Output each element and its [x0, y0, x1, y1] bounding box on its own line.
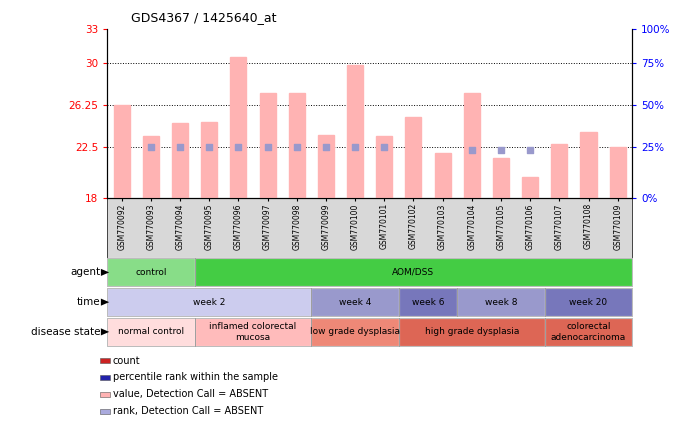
- Text: high grade dysplasia: high grade dysplasia: [424, 327, 519, 337]
- Point: [262, 143, 273, 151]
- Text: agent: agent: [70, 267, 100, 278]
- Text: time: time: [77, 297, 100, 307]
- Bar: [493, 158, 509, 198]
- Text: percentile rank within the sample: percentile rank within the sample: [113, 373, 278, 382]
- Point: [524, 147, 536, 154]
- Bar: [143, 136, 159, 198]
- Text: normal control: normal control: [117, 327, 184, 337]
- Text: AOM/DSS: AOM/DSS: [392, 268, 435, 277]
- Bar: [318, 135, 334, 198]
- Bar: [201, 122, 217, 198]
- Bar: [609, 147, 625, 198]
- Bar: [551, 143, 567, 198]
- Text: rank, Detection Call = ABSENT: rank, Detection Call = ABSENT: [113, 406, 263, 416]
- Text: colorectal
adenocarcinoma: colorectal adenocarcinoma: [551, 322, 626, 341]
- Text: inflamed colorectal
mucosa: inflamed colorectal mucosa: [209, 322, 296, 341]
- Text: week 20: week 20: [569, 297, 607, 307]
- Text: count: count: [113, 356, 140, 365]
- Point: [233, 143, 244, 151]
- Text: low grade dysplasia: low grade dysplasia: [310, 327, 400, 337]
- Bar: [289, 93, 305, 198]
- Point: [321, 143, 332, 151]
- Text: week 8: week 8: [484, 297, 518, 307]
- Bar: [464, 93, 480, 198]
- Bar: [172, 123, 188, 198]
- Bar: [260, 93, 276, 198]
- Point: [291, 143, 302, 151]
- Text: week 6: week 6: [412, 297, 444, 307]
- Text: week 2: week 2: [193, 297, 225, 307]
- Bar: [435, 153, 451, 198]
- Text: week 4: week 4: [339, 297, 371, 307]
- Point: [495, 147, 507, 154]
- Point: [145, 143, 156, 151]
- Point: [175, 143, 186, 151]
- Bar: [230, 57, 247, 198]
- Text: disease state: disease state: [30, 327, 100, 337]
- Text: control: control: [135, 268, 167, 277]
- Bar: [580, 132, 596, 198]
- Point: [204, 143, 215, 151]
- Text: value, Detection Call = ABSENT: value, Detection Call = ABSENT: [113, 389, 267, 399]
- Bar: [522, 177, 538, 198]
- Bar: [347, 65, 363, 198]
- Bar: [376, 136, 392, 198]
- Point: [466, 147, 477, 154]
- Point: [379, 143, 390, 151]
- Bar: [406, 117, 422, 198]
- Point: [350, 143, 361, 151]
- Text: GDS4367 / 1425640_at: GDS4367 / 1425640_at: [131, 11, 277, 24]
- Bar: [113, 105, 130, 198]
